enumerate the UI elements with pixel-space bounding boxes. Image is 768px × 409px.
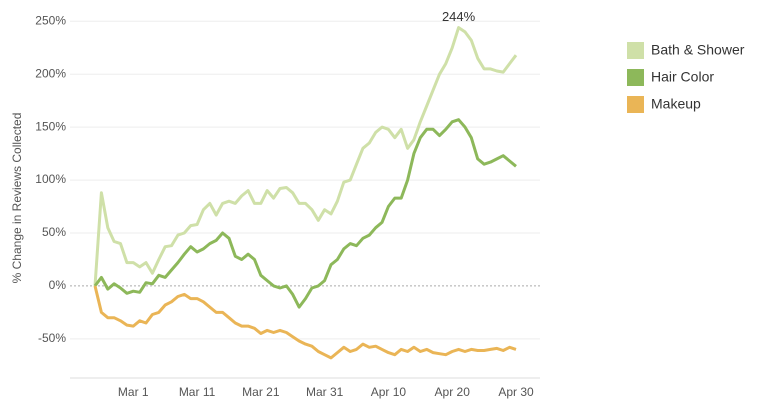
y-tick-label: 100% bbox=[35, 172, 66, 186]
x-tick-label: Apr 30 bbox=[498, 385, 534, 399]
x-tick-label: Mar 31 bbox=[306, 385, 344, 399]
legend-swatch bbox=[627, 69, 644, 86]
y-tick-label: 50% bbox=[42, 225, 66, 239]
legend-text: Makeup bbox=[651, 96, 701, 112]
legend-swatch bbox=[627, 42, 644, 59]
legend-text: Hair Color bbox=[651, 69, 714, 85]
y-tick-label: 250% bbox=[35, 13, 66, 27]
series-line bbox=[93, 285, 517, 360]
legend-swatch bbox=[627, 96, 644, 113]
y-tick-label: 200% bbox=[35, 66, 66, 80]
y-axis-label: % Change in Reviews Collected bbox=[10, 113, 24, 284]
y-tick-label: 150% bbox=[35, 119, 66, 133]
series-line bbox=[93, 118, 517, 309]
y-tick-label: -50% bbox=[38, 331, 66, 345]
x-tick-label: Mar 11 bbox=[179, 385, 216, 399]
annotation: 244% bbox=[442, 9, 476, 24]
x-tick-label: Mar 21 bbox=[242, 385, 280, 399]
x-tick-label: Apr 10 bbox=[371, 385, 407, 399]
series-line bbox=[93, 26, 518, 287]
x-tick-label: Mar 1 bbox=[118, 385, 149, 399]
x-tick-label: Apr 20 bbox=[435, 385, 471, 399]
y-tick-label: 0% bbox=[49, 278, 67, 292]
legend-text: Bath & Shower bbox=[651, 42, 745, 58]
